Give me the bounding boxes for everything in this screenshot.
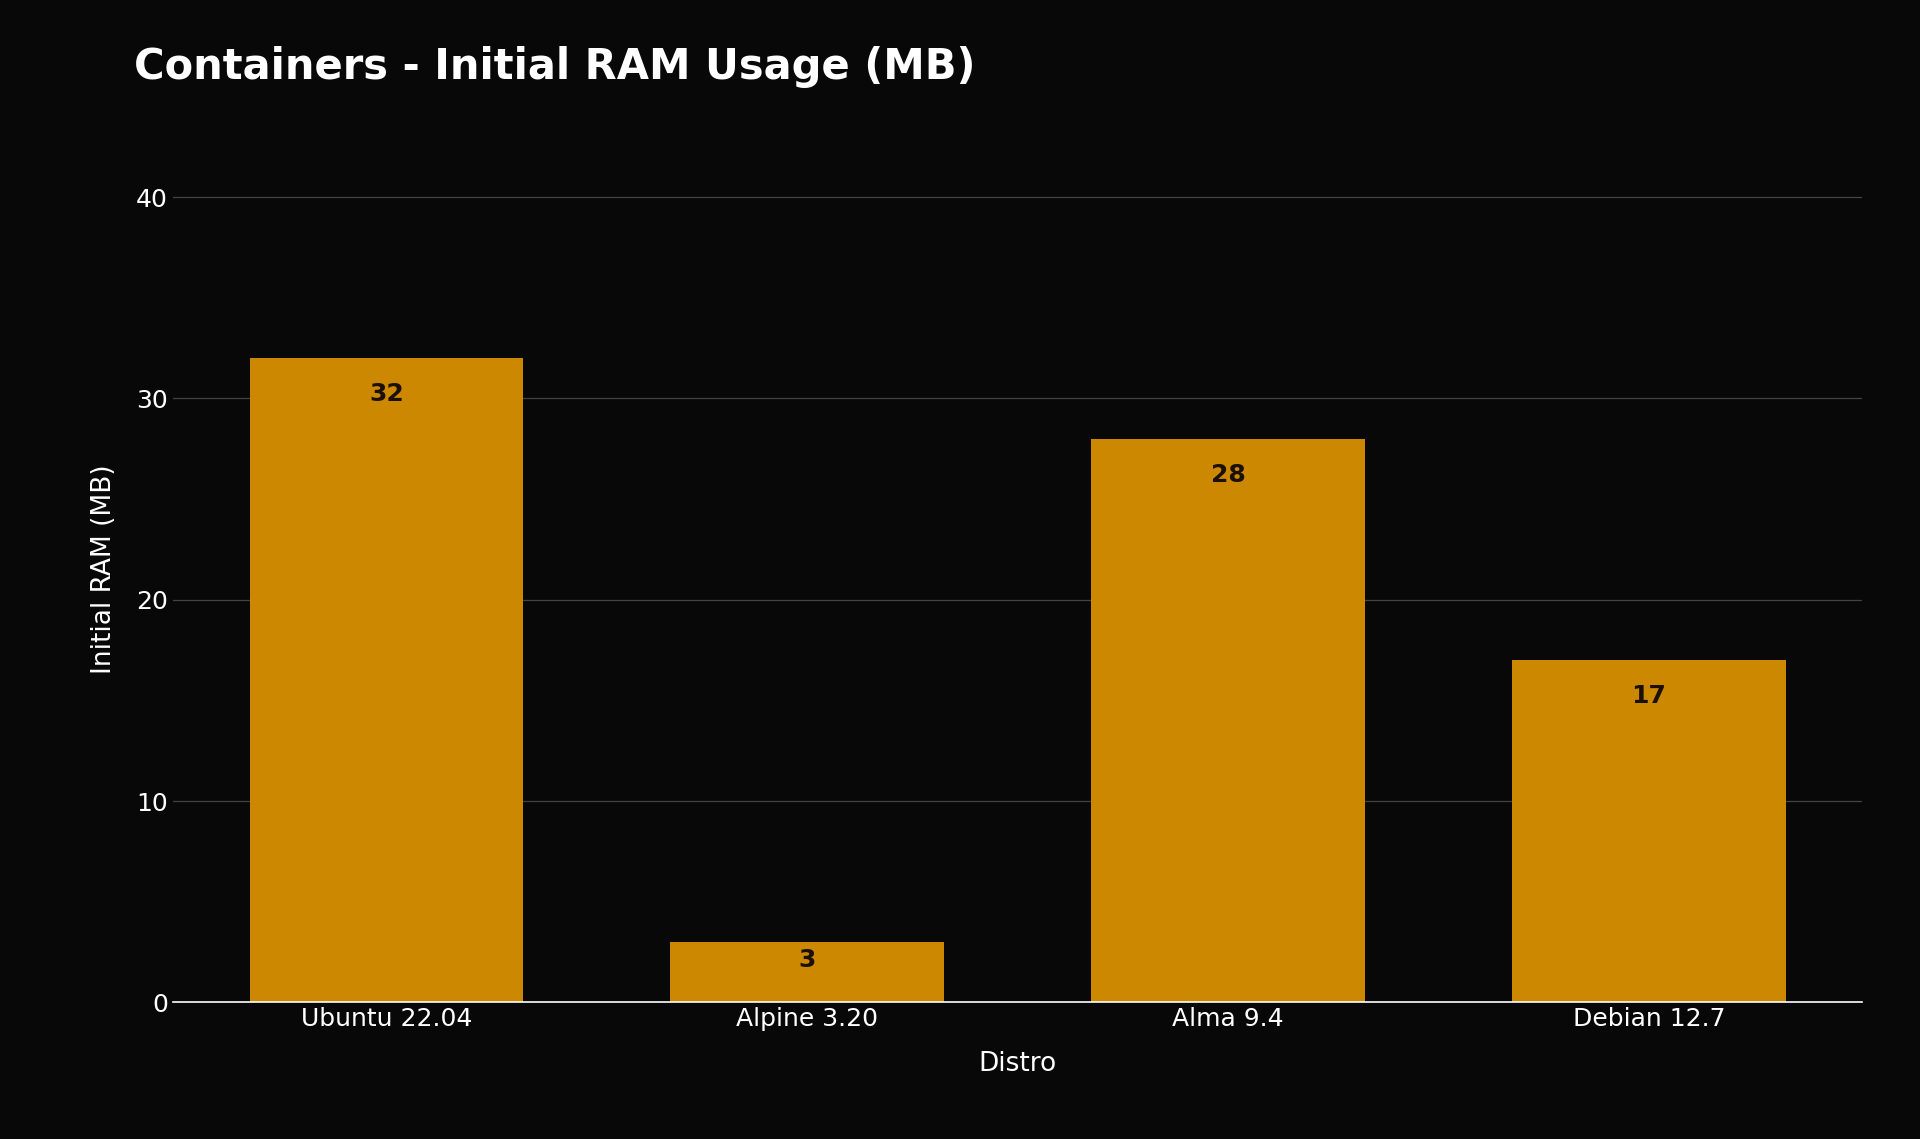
Y-axis label: Initial RAM (MB): Initial RAM (MB)	[90, 465, 117, 674]
Bar	[670, 942, 945, 1002]
Text: Containers - Initial RAM Usage (MB): Containers - Initial RAM Usage (MB)	[134, 46, 975, 88]
X-axis label: Distro: Distro	[979, 1050, 1056, 1076]
Bar	[250, 358, 522, 1002]
Text: 17: 17	[1632, 685, 1667, 708]
Bar	[1513, 661, 1786, 1002]
Text: 32: 32	[369, 383, 403, 407]
Bar	[1091, 439, 1365, 1002]
Text: 28: 28	[1212, 462, 1246, 486]
Text: 3: 3	[799, 948, 816, 972]
